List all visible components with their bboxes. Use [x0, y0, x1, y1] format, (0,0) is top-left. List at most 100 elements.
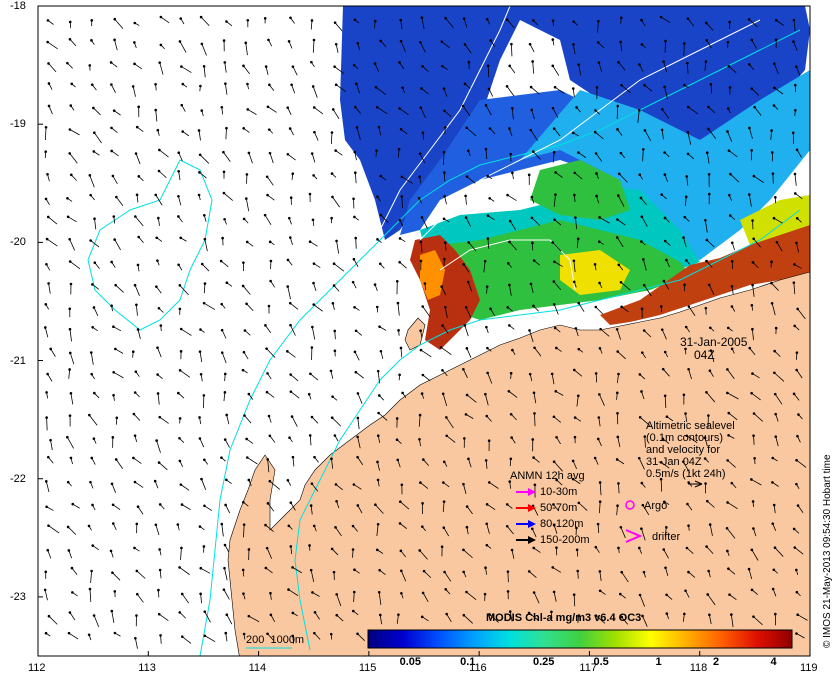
velocity-vector: [401, 176, 413, 184]
velocity-vector: [661, 329, 667, 340]
velocity-vector-origin: [179, 350, 183, 353]
velocity-vector-origin: [486, 64, 490, 68]
velocity-vector-origin: [421, 525, 424, 528]
velocity-vector: [201, 43, 207, 56]
velocity-vector-origin: [220, 106, 224, 109]
velocity-vector-origin: [683, 283, 686, 287]
velocity-vector-origin: [708, 613, 711, 617]
velocity-vector: [355, 238, 357, 249]
velocity-vector-origin: [379, 174, 383, 178]
velocity-vector-origin: [398, 219, 402, 222]
velocity-vector-origin: [750, 87, 754, 90]
velocity-vector-origin: [598, 570, 602, 573]
velocity-vector-origin: [795, 590, 799, 594]
velocity-vectors: [43, 15, 808, 649]
velocity-vector: [797, 505, 804, 513]
velocity-vector: [753, 175, 764, 183]
velocity-vector-origin: [793, 263, 796, 266]
velocity-vector-origin: [375, 149, 378, 152]
velocity-vector-origin: [418, 152, 422, 155]
velocity-vector: [93, 307, 99, 316]
velocity-vector-origin: [398, 373, 401, 377]
velocity-vector-origin: [89, 193, 92, 197]
velocity-vector-origin: [505, 503, 509, 506]
velocity-vector-origin: [311, 325, 314, 329]
velocity-vector: [310, 20, 313, 30]
velocity-vector: [46, 506, 54, 511]
bathymetry-1000m: [199, 29, 801, 656]
velocity-vector: [115, 459, 124, 469]
velocity-vector: [796, 459, 807, 468]
velocity-vector: [704, 220, 708, 233]
velocity-vector-origin: [529, 128, 533, 132]
velocity-vector-origin: [376, 478, 380, 482]
velocity-vector-origin: [725, 526, 729, 530]
argo-label: Argo: [644, 500, 668, 512]
velocity-vector-origin: [638, 373, 642, 376]
chl-green-region-2: [530, 160, 630, 220]
velocity-vector-origin: [308, 434, 312, 437]
velocity-vector-origin: [533, 412, 536, 415]
velocity-vector: [486, 504, 496, 511]
velocity-vector-origin: [505, 524, 509, 528]
velocity-vector-origin: [527, 173, 531, 177]
velocity-vector: [795, 193, 803, 200]
velocity-vector: [270, 614, 276, 622]
velocity-vector: [44, 327, 49, 338]
velocity-vector-origin: [203, 610, 207, 613]
anmn-legend-item: 10-30m: [514, 486, 577, 498]
velocity-vector-origin: [422, 458, 425, 461]
velocity-vector-origin: [506, 590, 510, 593]
velocity-vector-origin: [663, 500, 666, 504]
velocity-vector-origin: [376, 195, 379, 198]
velocity-vector: [90, 240, 100, 248]
velocity-vector-origin: [445, 434, 449, 438]
velocity-vector: [353, 484, 362, 490]
chl-low-region: [340, 6, 810, 240]
velocity-vector-origin: [508, 324, 511, 327]
velocity-vector-origin: [153, 479, 157, 483]
velocity-vector-origin: [397, 613, 400, 616]
velocity-vector: [357, 505, 363, 514]
velocity-vector-origin: [87, 633, 91, 637]
velocity-vector: [511, 549, 515, 559]
velocity-vector: [748, 568, 753, 580]
velocity-vector-origin: [730, 613, 733, 616]
velocity-vector: [287, 351, 296, 358]
velocity-vector: [68, 632, 79, 640]
velocity-vector-origin: [551, 106, 555, 110]
velocity-vector-origin: [353, 305, 356, 309]
velocity-vector-origin: [398, 107, 401, 110]
velocity-vector-origin: [157, 588, 160, 592]
velocity-vector-origin: [177, 169, 180, 173]
velocity-vector-origin: [463, 437, 466, 440]
velocity-vector: [69, 39, 77, 47]
velocity-vector-origin: [111, 503, 115, 507]
velocity-vector-origin: [773, 86, 776, 90]
velocity-vector: [466, 394, 477, 403]
velocity-vector-origin: [422, 569, 426, 573]
velocity-vector-origin: [685, 259, 688, 262]
velocity-vector: [314, 107, 324, 115]
velocity-vector: [376, 524, 379, 537]
velocity-vector: [71, 174, 77, 181]
velocity-vector: [111, 611, 115, 623]
velocity-vector-origin: [791, 131, 795, 135]
velocity-vector: [707, 500, 715, 508]
velocity-vector: [67, 216, 77, 223]
velocity-vector: [292, 567, 303, 574]
velocity-vector-origin: [795, 217, 799, 220]
velocity-vector-origin: [442, 217, 446, 221]
velocity-vector-origin: [505, 85, 509, 88]
velocity-vector-origin: [66, 215, 70, 219]
velocity-vector: [710, 84, 713, 94]
velocity-vector-origin: [111, 174, 115, 178]
velocity-vector-origin: [596, 522, 600, 526]
velocity-vector-origin: [47, 282, 50, 285]
velocity-vector-origin: [795, 458, 798, 462]
velocity-vector-origin: [705, 545, 708, 548]
velocity-vector: [551, 373, 555, 385]
velocity-vector-origin: [748, 346, 752, 350]
velocity-vector-origin: [155, 285, 158, 288]
velocity-vector: [553, 591, 557, 602]
